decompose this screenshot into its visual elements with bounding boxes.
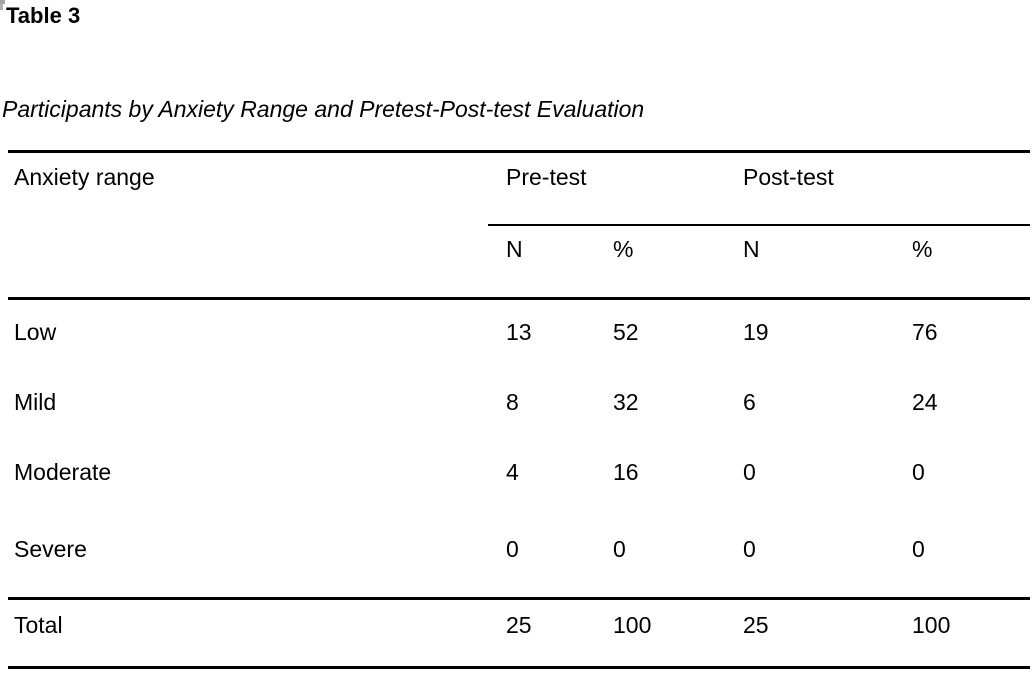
table-row: Moderate 4 16 0 0 [8,460,1030,486]
row-label: Low [14,319,57,345]
total-separator-rule [8,597,1030,600]
table-top-rule [8,150,1030,153]
header-bottom-rule [8,297,1030,300]
table-total-row: Total 25 100 25 100 [8,613,1030,639]
column-header-pretest-pct: % [613,236,634,262]
group-header-pretest: Pre-test [506,164,587,190]
table-row: Severe 0 0 0 0 [8,537,1030,563]
corner-artifact [0,4,3,10]
cell-value: 100 [912,612,951,638]
group-header-underline-rule [488,224,1030,226]
cell-value: 25 [743,612,769,638]
cell-value: 0 [912,536,925,562]
anxiety-table: Anxiety range Pre-test Post-test N % N %… [8,150,1030,672]
cell-value: 13 [506,319,532,345]
cell-value: 25 [506,612,532,638]
table-subheader-row: N % N % [8,237,1030,263]
column-header-posttest-pct: % [912,236,933,262]
table-caption: Participants by Anxiety Range and Pretes… [2,96,645,122]
row-label: Severe [14,536,87,562]
cell-value: 76 [912,319,938,345]
cell-value: 52 [613,319,639,345]
cell-value: 32 [613,389,639,415]
corner-artifact [0,0,5,4]
group-header-posttest: Post-test [743,164,834,190]
row-label: Moderate [14,459,112,485]
cell-value: 0 [743,536,756,562]
table-label: Table 3 [6,3,81,28]
table-header-row: Anxiety range Pre-test Post-test [8,165,1030,191]
table-row: Low 13 52 19 76 [8,320,1030,346]
cell-value: 0 [506,536,519,562]
cell-value: 16 [613,459,639,485]
cell-value: 8 [506,389,519,415]
table-row: Mild 8 32 6 24 [8,390,1030,416]
cell-value: 24 [912,389,938,415]
cell-value: 19 [743,319,769,345]
column-header-anxiety-range: Anxiety range [14,164,155,190]
table-bottom-rule [8,666,1030,669]
cell-value: 0 [613,536,626,562]
row-label: Mild [14,389,57,415]
cell-value: 100 [613,612,652,638]
cell-value: 6 [743,389,756,415]
column-header-posttest-n: N [743,236,760,262]
row-label: Total [14,612,63,638]
cell-value: 0 [743,459,756,485]
column-header-pretest-n: N [506,236,523,262]
cell-value: 4 [506,459,519,485]
cell-value: 0 [912,459,925,485]
